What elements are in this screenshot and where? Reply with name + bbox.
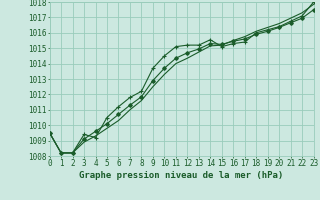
X-axis label: Graphe pression niveau de la mer (hPa): Graphe pression niveau de la mer (hPa) (79, 171, 284, 180)
